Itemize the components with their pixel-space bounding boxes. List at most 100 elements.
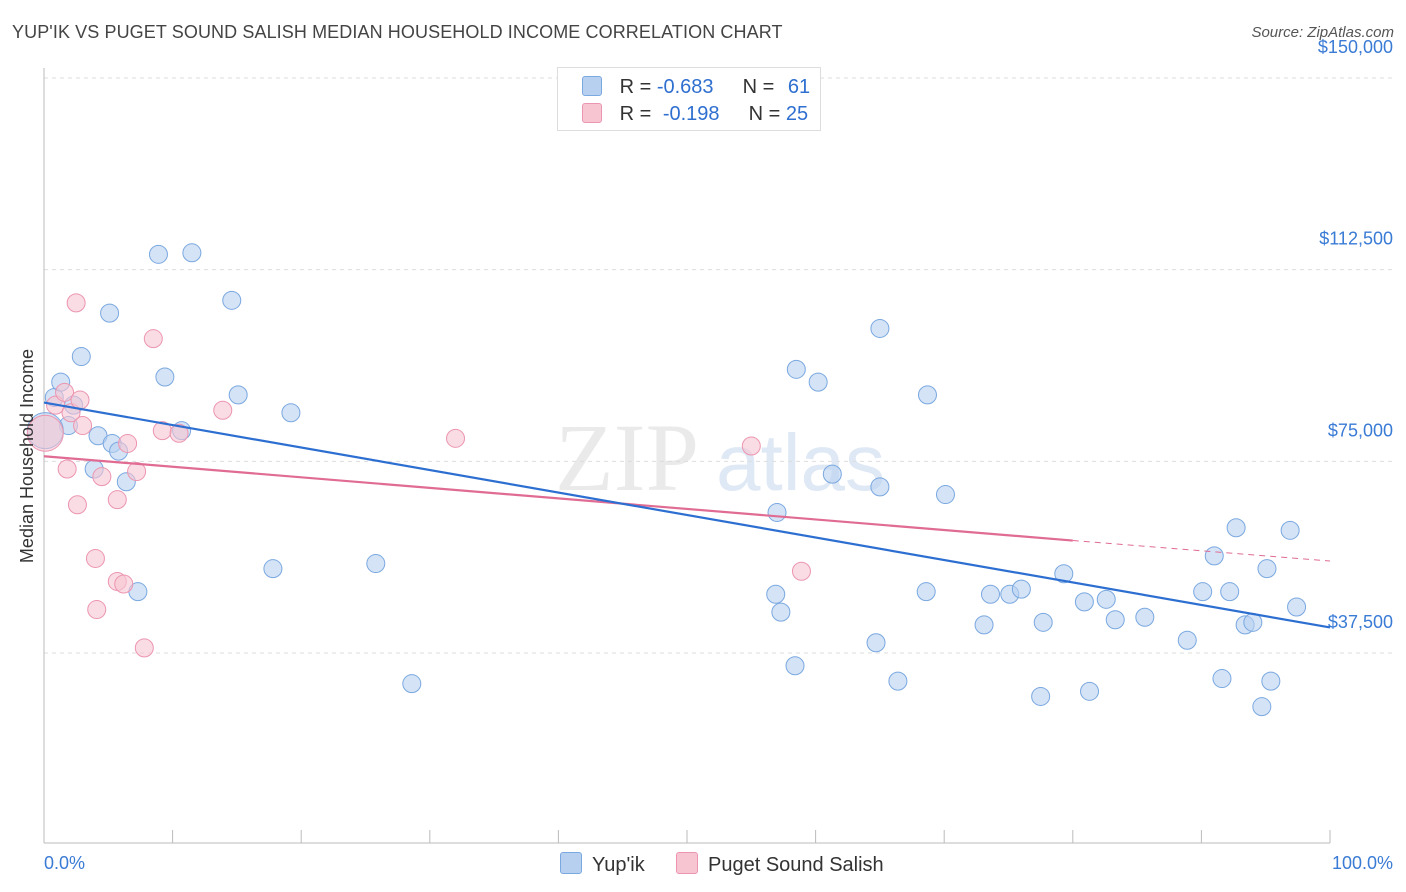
- legend-r-value: -0.683: [656, 76, 714, 98]
- puget-sound-salish-point: [57, 459, 77, 479]
- yupik-point: [1074, 592, 1094, 612]
- yupik-point: [1261, 671, 1281, 691]
- bottom-legend-swatch-salish: [676, 852, 698, 874]
- puget-sound-salish-point: [26, 414, 64, 452]
- puget-sound-salish-point: [67, 495, 87, 515]
- correlation-legend: R = -0.683 N = 61 R = -0.198 N = 25: [557, 67, 821, 131]
- puget-sound-salish-point: [73, 416, 93, 436]
- yupik-point: [916, 582, 936, 602]
- yupik-point: [1031, 686, 1051, 706]
- y-tick-label: $150,000: [1318, 37, 1393, 57]
- yupik-point: [1193, 582, 1213, 602]
- y-tick-label: $112,500: [1319, 229, 1393, 249]
- y-tick-label: $37,500: [1328, 612, 1393, 632]
- puget-sound-salish-point: [55, 382, 75, 402]
- yupik-point: [771, 602, 791, 622]
- yupik-point: [1212, 669, 1232, 689]
- puget-sound-salish-point: [134, 638, 154, 658]
- x-tick-label-min: 0.0%: [44, 853, 85, 873]
- yupik-point: [1033, 612, 1053, 632]
- yupik-point: [228, 385, 248, 405]
- puget-sound-salish-point: [127, 462, 147, 482]
- y-tick-label: $75,000: [1328, 420, 1393, 440]
- yupik-point: [263, 559, 283, 579]
- legend-swatch-yupik: [582, 76, 602, 96]
- legend-n-label: N =: [742, 76, 775, 98]
- y-axis-tick-labels: $37,500 $75,000 $112,500 $150,000: [1318, 37, 1393, 632]
- yupik-point: [100, 303, 120, 323]
- watermark-zip: ZIP: [555, 404, 699, 511]
- puget-sound-salish-point: [107, 490, 127, 510]
- y-axis-label: Median Household Income: [17, 349, 37, 563]
- yupik-point: [1280, 520, 1300, 540]
- legend-row-yupik: R = -0.683 N = 61: [582, 76, 810, 99]
- puget-sound-salish-trend-line: [43, 455, 1073, 542]
- puget-sound-salish-point: [87, 600, 107, 620]
- yupik-point: [402, 674, 422, 694]
- yupik-point: [1226, 518, 1246, 538]
- yupik-point: [1011, 579, 1031, 599]
- yupik-point: [1220, 582, 1240, 602]
- yupik-point: [1287, 597, 1307, 617]
- yupik-point: [1054, 564, 1074, 584]
- bottom-legend-salish: Puget Sound Salish: [676, 852, 884, 877]
- yupik-point: [808, 372, 828, 392]
- series-yupik-points: [26, 243, 1307, 717]
- grid-lines: [44, 77, 1392, 654]
- yupik-point: [935, 485, 955, 505]
- yupik-point: [1177, 630, 1197, 650]
- x-tick-label-max: 100.0%: [1332, 853, 1393, 873]
- yupik-point: [888, 671, 908, 691]
- yupik-point: [281, 403, 301, 423]
- yupik-point: [785, 656, 805, 676]
- yupik-point: [786, 359, 806, 379]
- yupik-point: [1105, 610, 1125, 630]
- chart-source: Source: ZipAtlas.com: [1251, 24, 1394, 41]
- yupik-point: [822, 464, 842, 484]
- puget-sound-salish-point: [741, 436, 761, 456]
- legend-n-value: 25: [785, 103, 809, 125]
- yupik-point: [974, 615, 994, 635]
- yupik-point: [1135, 607, 1155, 627]
- bottom-legend-yupik: Yup'ik: [560, 852, 645, 877]
- yupik-point: [866, 633, 886, 653]
- puget-sound-salish-point: [66, 293, 86, 313]
- legend-n-label: N =: [748, 103, 781, 125]
- puget-sound-salish-point: [791, 561, 811, 581]
- yupik-point: [1257, 559, 1277, 579]
- yupik-point: [980, 584, 1000, 604]
- x-axis-ticks: [43, 830, 1331, 843]
- yupik-point: [917, 385, 937, 405]
- series-puget-sound-salish-points: [26, 293, 811, 658]
- yupik-point: [767, 502, 787, 522]
- puget-sound-salish-point: [114, 574, 134, 594]
- yupik-point: [1252, 697, 1272, 717]
- puget-sound-salish-point: [85, 548, 105, 568]
- chart-title: YUP'IK VS PUGET SOUND SALISH MEDIAN HOUS…: [12, 22, 783, 42]
- yupik-point: [71, 347, 91, 367]
- yupik-point: [182, 243, 202, 263]
- puget-sound-salish-point: [446, 428, 466, 448]
- puget-sound-salish-point: [92, 467, 112, 487]
- yupik-point: [1204, 546, 1224, 566]
- yupik-point: [148, 244, 168, 264]
- yupik-point: [155, 367, 175, 387]
- trend-lines: [43, 401, 1331, 629]
- yupik-point: [1096, 589, 1116, 609]
- puget-sound-salish-point: [70, 390, 90, 410]
- yupik-trend-line: [43, 401, 1331, 629]
- bottom-legend-swatch-yupik: [560, 852, 582, 874]
- legend-n-value: 61: [787, 76, 811, 98]
- puget-sound-salish-point: [143, 329, 163, 349]
- puget-sound-salish-point: [213, 400, 233, 420]
- bottom-legend-label-yupik: Yup'ik: [592, 854, 645, 876]
- puget-sound-salish-trend-extension: [1072, 540, 1331, 562]
- legend-r-label: R =: [619, 103, 652, 125]
- puget-sound-salish-point: [118, 433, 138, 453]
- legend-r-label: R =: [619, 76, 652, 98]
- yupik-point: [870, 318, 890, 338]
- legend-row-salish: R = -0.198 N = 25: [582, 103, 808, 126]
- puget-sound-salish-point: [169, 423, 189, 443]
- yupik-point: [366, 554, 386, 574]
